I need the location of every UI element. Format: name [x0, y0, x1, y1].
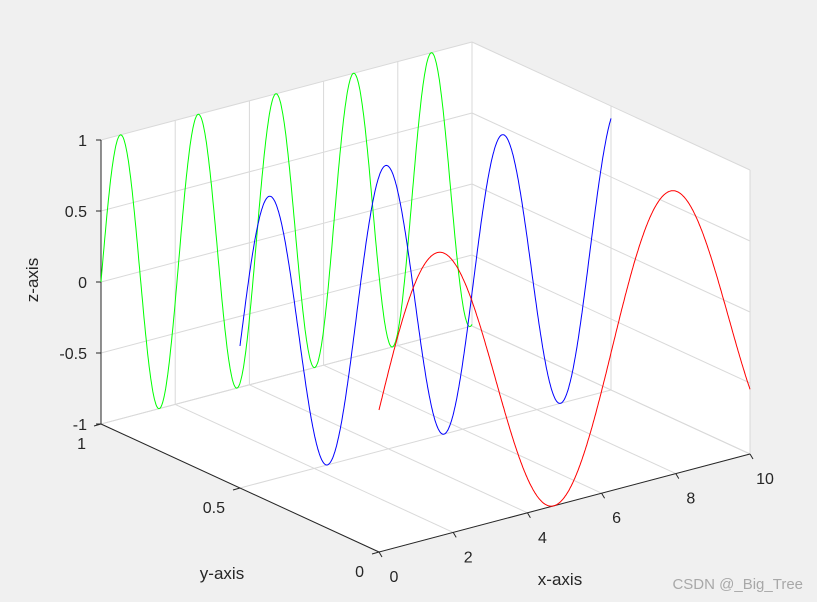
z-tick-label: -1	[73, 417, 87, 434]
series-line-3	[378, 190, 751, 507]
series-lines	[100, 52, 751, 507]
y-tick-label: 0	[355, 564, 364, 581]
x-tick-label: 6	[612, 510, 621, 527]
grid-line-z-side	[471, 112, 751, 242]
x-axis-line	[378, 453, 751, 553]
x-tick-label: 8	[686, 491, 695, 508]
series-line-2	[239, 118, 612, 466]
grid-line-z-side	[471, 41, 751, 171]
x-tick-label: 10	[756, 471, 774, 488]
grid-line-z-side	[471, 183, 751, 313]
z-tick-label: 0	[78, 275, 87, 292]
y-tick-label: 1	[77, 436, 86, 453]
x-tick-mark	[378, 551, 383, 558]
x-tick-mark	[601, 492, 606, 499]
z-tick-label: 0.5	[65, 204, 87, 221]
x-tick-mark	[452, 532, 457, 538]
x-tick-label: 0	[390, 569, 399, 586]
y-axis-label: y-axis	[200, 564, 244, 583]
z-tick-label: -0.5	[59, 346, 87, 363]
grid-line-z-back	[100, 325, 473, 425]
grid-line-z-side	[471, 325, 751, 455]
grid-line-z-back	[100, 183, 473, 283]
grid-line-z-back	[100, 254, 473, 354]
x-tick-label: 4	[538, 530, 547, 547]
y-tick-mark	[232, 487, 241, 491]
z-axis-label: z-axis	[23, 258, 42, 302]
z-tick-label: 1	[78, 133, 87, 150]
watermark-text: CSDN @_Big_Tree	[672, 576, 803, 593]
grid-line-z-back	[100, 41, 473, 141]
grid-line-y-floor	[239, 389, 612, 489]
tick-labels: 0 2 4 6 8 10 0 0.5 1 -1 -0.5 0 0.5 1	[59, 133, 774, 586]
grid-line-z-side	[471, 254, 751, 384]
series-line-1	[100, 52, 473, 410]
x-tick-label: 2	[464, 549, 473, 566]
y-tick-label: 0.5	[203, 500, 225, 517]
y-tick-mark	[371, 551, 380, 555]
x-tick-mark	[526, 512, 531, 519]
grid-line-z-back	[100, 112, 473, 212]
x-tick-mark	[749, 453, 754, 460]
x-axis-label: x-axis	[538, 570, 582, 589]
axes-background	[101, 42, 750, 552]
x-tick-mark	[675, 473, 680, 479]
